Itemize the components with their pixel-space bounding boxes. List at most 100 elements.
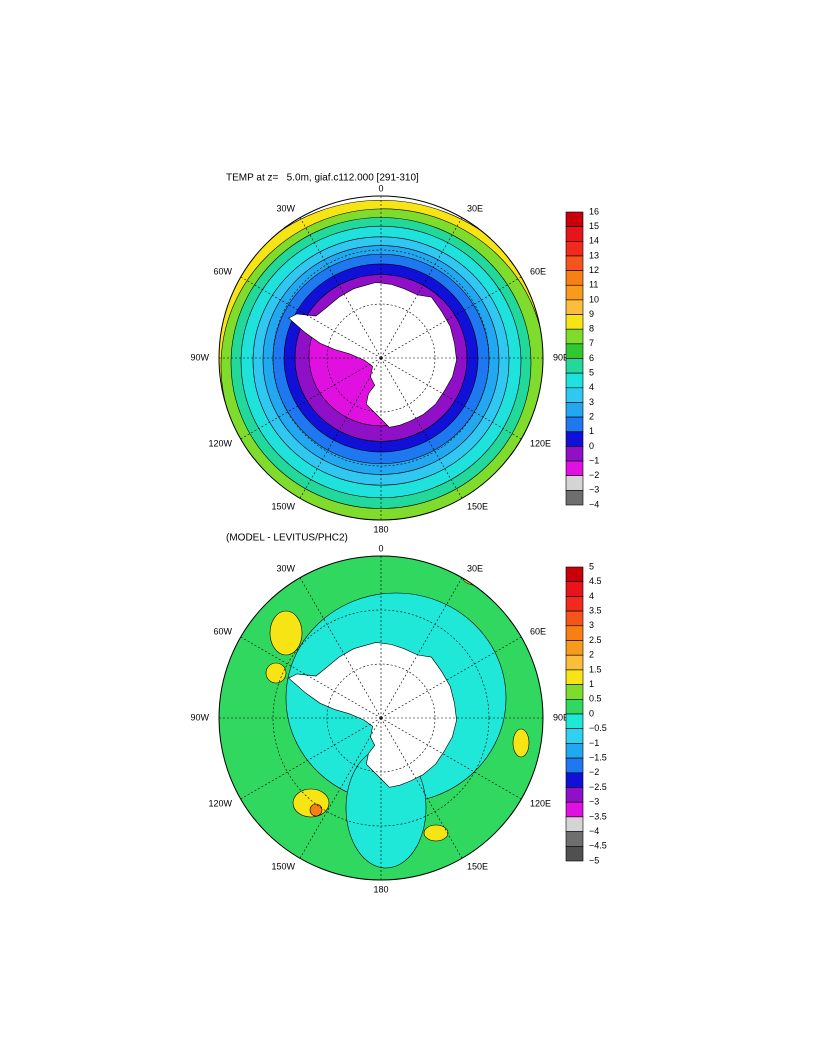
longitude-label: 30E bbox=[467, 563, 483, 573]
antarctica bbox=[288, 642, 457, 788]
colorbar-box bbox=[565, 698, 584, 715]
colorbar-label: 8 bbox=[589, 324, 594, 334]
colorbar-label: 1.5 bbox=[589, 664, 602, 674]
meridian-line bbox=[380, 276, 522, 359]
colorbar-box bbox=[565, 284, 584, 301]
contour-band bbox=[269, 610, 303, 656]
colorbar-box bbox=[565, 328, 584, 345]
colorbar-box bbox=[565, 684, 584, 700]
colorbar-label: 11 bbox=[589, 280, 598, 290]
meridian-line bbox=[299, 357, 382, 499]
longitude-label: 60E bbox=[530, 266, 546, 276]
colorbar-box bbox=[565, 490, 584, 506]
longitude-label: 180 bbox=[373, 524, 388, 534]
meridian-line bbox=[380, 636, 522, 719]
map-border bbox=[218, 555, 544, 881]
colorbar-box bbox=[565, 343, 584, 359]
colorbar-box bbox=[565, 845, 584, 862]
longitude-label: 60W bbox=[214, 266, 233, 276]
map-panel: TEMP at z= 5.0m, giaf.c112.000 [291-310]… bbox=[190, 173, 599, 535]
colorbar-box bbox=[565, 431, 584, 447]
meridian-line bbox=[380, 217, 463, 359]
longitude-label: 120W bbox=[209, 438, 233, 448]
colorbar-box bbox=[565, 566, 584, 582]
colorbar-box bbox=[565, 787, 584, 803]
meridian-line bbox=[380, 357, 463, 499]
antarctica bbox=[288, 282, 457, 428]
colorbar-label: 7 bbox=[589, 338, 594, 348]
colorbar-box bbox=[565, 372, 584, 389]
longitude-label: 30E bbox=[467, 203, 483, 213]
colorbar-label: −4 bbox=[589, 499, 599, 509]
colorbar-label: 3 bbox=[589, 620, 594, 630]
colorbar-label: 3 bbox=[589, 397, 594, 407]
colorbar-label: 1 bbox=[589, 426, 594, 436]
colorbar-box bbox=[565, 446, 584, 462]
longitude-label: 120W bbox=[209, 798, 233, 808]
meridian-line bbox=[240, 276, 382, 359]
colorbar-box bbox=[565, 610, 584, 627]
colorbar-label: 2 bbox=[589, 650, 594, 660]
longitude-label: 150W bbox=[271, 861, 295, 871]
colorbar-box bbox=[565, 211, 584, 227]
colorbar-box bbox=[565, 255, 584, 271]
colorbar-label: 3.5 bbox=[589, 605, 602, 615]
colorbar-label: −3 bbox=[589, 485, 599, 495]
colorbar-label: 5 bbox=[589, 368, 594, 378]
colorbar-box bbox=[565, 772, 584, 788]
longitude-label: 90E bbox=[553, 712, 569, 722]
colorbar-box bbox=[565, 713, 584, 729]
colorbar-label: −4.5 bbox=[589, 841, 607, 851]
colorbar-label: 0 bbox=[589, 441, 594, 451]
colorbar-box bbox=[565, 816, 584, 832]
colorbar-box bbox=[565, 387, 584, 403]
colorbar-box bbox=[565, 625, 584, 641]
colorbar-label: 0.5 bbox=[589, 694, 602, 704]
colorbar-label: 10 bbox=[589, 294, 599, 304]
meridian-line bbox=[240, 357, 382, 440]
longitude-label: 120E bbox=[530, 438, 551, 448]
longitude-label: 30W bbox=[276, 563, 295, 573]
colorbar-label: 4 bbox=[589, 591, 594, 601]
colorbar-label: −4 bbox=[589, 826, 599, 836]
colorbar-box bbox=[565, 402, 584, 418]
meridian-line bbox=[380, 717, 463, 859]
panel-title: (MODEL - LEVITUS/PHC2) bbox=[226, 533, 348, 544]
colorbar-box bbox=[565, 743, 584, 759]
colorbar-label: −1 bbox=[589, 455, 599, 465]
colorbar-label: 6 bbox=[589, 353, 594, 363]
colorbar-box bbox=[565, 241, 584, 257]
colorbar-box bbox=[565, 226, 584, 242]
contour-band bbox=[512, 728, 530, 758]
colorbar-label: 14 bbox=[589, 236, 599, 246]
longitude-label: 60W bbox=[214, 626, 233, 636]
colorbar-box bbox=[565, 475, 584, 491]
colorbar-box bbox=[565, 640, 584, 656]
colorbar-label: −3 bbox=[589, 797, 599, 807]
colorbar-box bbox=[565, 299, 584, 315]
longitude-label: 0 bbox=[378, 183, 383, 193]
meridian-line bbox=[299, 717, 382, 859]
colorbar-label: 5 bbox=[589, 561, 594, 571]
meridian-line bbox=[299, 217, 382, 359]
colorbar-box bbox=[565, 654, 584, 671]
colorbar-label: 2.5 bbox=[589, 635, 602, 645]
colorbar-label: 4 bbox=[589, 382, 594, 392]
meridian-line bbox=[240, 717, 382, 800]
longitude-label: 90W bbox=[190, 712, 209, 722]
colorbar-label: −2 bbox=[589, 767, 599, 777]
colorbar-box bbox=[565, 460, 584, 476]
longitude-label: 0 bbox=[378, 543, 383, 553]
meridian-line bbox=[299, 577, 382, 719]
colorbar-label: 4.5 bbox=[589, 576, 602, 586]
colorbar-label: 0 bbox=[589, 708, 594, 718]
map-panel: (MODEL - LEVITUS/PHC2) 0 30E 60E 90E 120E 150E… bbox=[190, 533, 606, 895]
colorbar-label: 2 bbox=[589, 411, 594, 421]
longitude-label: 180 bbox=[373, 884, 388, 894]
longitude-label: 150E bbox=[467, 501, 488, 511]
colorbar-box bbox=[565, 596, 584, 612]
colorbar-label: 15 bbox=[589, 221, 599, 231]
colorbar-label: −0.5 bbox=[589, 723, 607, 733]
